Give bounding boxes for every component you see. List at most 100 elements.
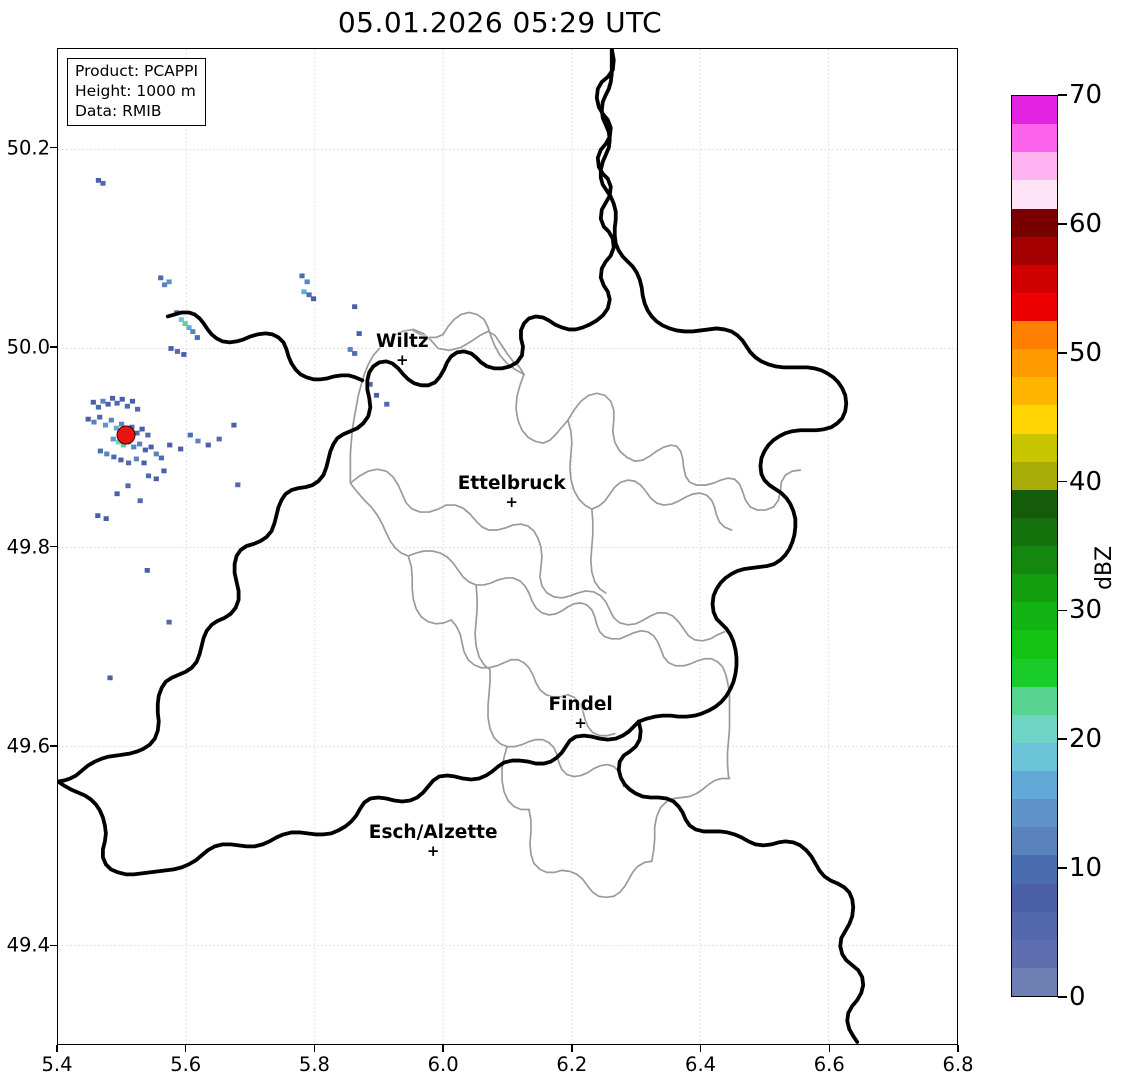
radar-echo-cell xyxy=(235,482,241,488)
radar-echo-cell xyxy=(129,398,136,404)
radar-echo-cell xyxy=(158,275,164,281)
colorbar-band xyxy=(1012,714,1057,743)
city-name: Wiltz xyxy=(375,331,429,353)
colorbar-tick-mark xyxy=(1058,222,1067,225)
city-marker-plus-icon: + xyxy=(574,713,587,732)
radar-echo-cell xyxy=(104,451,110,457)
radar-echo-cell xyxy=(142,447,148,453)
info-box: Product: PCAPPI Height: 1000 m Data: RMI… xyxy=(67,58,207,127)
radar-echo-cell xyxy=(181,352,187,357)
radar-echo-cell xyxy=(168,346,174,351)
radar-echo-cell xyxy=(178,446,184,452)
colorbar-band xyxy=(1012,911,1057,940)
colorbar-band xyxy=(1012,799,1057,828)
x-axis-tick-label: 6.2 xyxy=(556,1053,588,1076)
radar-site-marker xyxy=(116,425,136,445)
colorbar-band xyxy=(1012,771,1057,800)
radar-echo-cell xyxy=(95,513,101,519)
radar-map-plot[interactable]: Product: PCAPPI Height: 1000 m Data: RMI… xyxy=(57,48,958,1045)
radar-echo-cell xyxy=(216,436,222,442)
colorbar-band xyxy=(1012,517,1057,546)
colorbar-band xyxy=(1012,827,1057,856)
colorbar-band xyxy=(1012,96,1057,125)
radar-echo-cell xyxy=(190,329,196,334)
colorbar-band xyxy=(1012,208,1057,237)
radar-echo-cell xyxy=(102,422,109,428)
colorbar-band xyxy=(1012,686,1057,715)
radar-echo-cell xyxy=(90,399,96,405)
colorbar-band xyxy=(1012,433,1057,462)
radar-echo-cell xyxy=(133,456,139,462)
radar-echo-cell xyxy=(352,304,358,310)
radar-echo-cell xyxy=(137,498,143,504)
city-name: Findel xyxy=(548,693,613,715)
y-axis-tick-mark xyxy=(50,346,57,348)
radar-echo-cell xyxy=(352,351,358,356)
radar-echo-cell xyxy=(110,436,116,442)
radar-echo-cell xyxy=(304,279,310,285)
radar-echo-cell xyxy=(144,567,150,573)
colorbar-tick-mark xyxy=(1058,94,1067,96)
colorbar-tick-label: 10 xyxy=(1069,853,1103,884)
colorbar-band xyxy=(1012,264,1057,293)
colorbar-tick-label: 0 xyxy=(1069,982,1086,1012)
colorbar-tick-mark xyxy=(1058,480,1067,483)
radar-echo-cell xyxy=(114,400,120,406)
city-label-findel: Findel + xyxy=(548,693,613,732)
radar-echo-cell xyxy=(153,476,159,482)
colorbar-band xyxy=(1012,742,1057,771)
radar-echo-cell xyxy=(187,432,193,438)
gridlines xyxy=(58,49,957,1044)
colorbar-band xyxy=(1012,855,1057,884)
city-name: Esch/Alzette xyxy=(368,821,498,843)
radar-echo-cell xyxy=(231,422,237,428)
radar-echo-cell xyxy=(103,516,109,522)
colorbar-tick-mark xyxy=(1058,867,1067,870)
y-axis-tick-label: 50.0 xyxy=(6,335,50,359)
colorbar-band xyxy=(1012,152,1057,181)
colorbar-band xyxy=(1012,321,1057,350)
info-data: Data: RMIB xyxy=(75,101,162,120)
page-title: 05.01.2026 05:29 UTC xyxy=(337,6,663,39)
radar-echo-cell xyxy=(167,442,173,448)
radar-echo-cell xyxy=(182,321,188,327)
city-name: Ettelbruck xyxy=(457,472,566,494)
colorbar-band xyxy=(1012,405,1057,434)
radar-echo-cell xyxy=(85,416,91,422)
colorbar-tick-label: 50 xyxy=(1069,337,1103,368)
colorbar-band xyxy=(1012,574,1057,603)
radar-echo-cell xyxy=(124,403,130,409)
colorbar-tick-label: 40 xyxy=(1069,466,1103,497)
radar-echo-cell xyxy=(347,347,353,352)
x-axis-tick-mark xyxy=(699,1045,702,1052)
radar-echo-cell xyxy=(161,282,168,288)
colorbar-tick-mark xyxy=(1058,351,1067,354)
radar-echo-cell xyxy=(109,395,116,401)
radar-echo-cell xyxy=(367,381,373,387)
radar-echo-cell xyxy=(135,406,141,412)
info-height: Height: 1000 m xyxy=(75,81,196,100)
colorbar-band xyxy=(1012,939,1057,968)
colorbar-band xyxy=(1012,546,1057,575)
radar-echo-cell xyxy=(166,619,172,625)
radar-echo-cell xyxy=(97,414,103,420)
x-axis-tick-mark xyxy=(184,1045,187,1052)
radar-echo-cell xyxy=(119,396,125,402)
radar-echo-cell xyxy=(174,349,181,354)
colorbar-band xyxy=(1012,658,1057,687)
radar-echo-cell xyxy=(118,421,125,427)
y-axis-tick-mark xyxy=(50,545,57,548)
y-axis-tick-label: 50.2 xyxy=(6,136,50,160)
radar-echo-cell xyxy=(139,426,145,432)
radar-echo-cell xyxy=(145,473,152,479)
national-border xyxy=(58,49,866,1044)
radar-echo-cell xyxy=(186,325,192,330)
radar-echo-cell xyxy=(100,180,106,186)
colorbar-tick-label: 60 xyxy=(1069,208,1103,239)
radar-echo-cell xyxy=(299,273,305,279)
colorbar-tick-label: 20 xyxy=(1069,724,1103,755)
city-marker-plus-icon: + xyxy=(396,351,409,370)
colorbar-title: dBZ xyxy=(1092,545,1117,590)
y-axis-tick-label: 49.4 xyxy=(6,933,50,957)
x-axis-tick-mark xyxy=(442,1045,444,1052)
